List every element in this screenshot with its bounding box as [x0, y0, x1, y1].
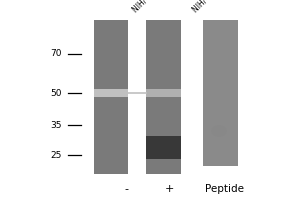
Text: 35: 35	[50, 120, 61, 130]
Bar	[203, 20, 238, 166]
Text: +: +	[165, 184, 174, 194]
Ellipse shape	[211, 125, 227, 137]
Text: -: -	[124, 184, 128, 194]
Text: 25: 25	[50, 150, 61, 160]
Text: Peptide: Peptide	[206, 184, 244, 194]
Text: NIH/ 3T3: NIH/ 3T3	[190, 0, 220, 14]
Bar	[146, 136, 181, 158]
Bar	[94, 20, 128, 174]
Bar	[146, 20, 181, 174]
Text: 70: 70	[50, 49, 61, 58]
Text: 50: 50	[50, 88, 61, 98]
Text: NIH/ 3T3: NIH/ 3T3	[130, 0, 160, 14]
Bar	[146, 89, 181, 97]
Bar	[94, 89, 128, 97]
